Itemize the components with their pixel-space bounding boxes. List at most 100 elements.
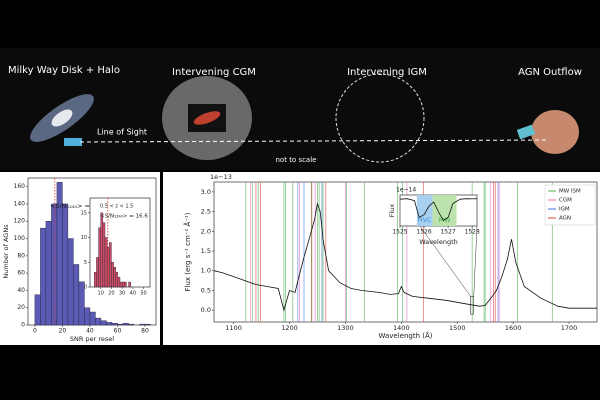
bar <box>139 323 146 326</box>
x-tick-label: 1200 <box>281 324 298 332</box>
x-tick-label: 10 <box>98 291 104 297</box>
bar <box>100 212 104 288</box>
note: not to scale <box>276 156 317 164</box>
y-tick-label: 3.0 <box>201 188 211 196</box>
bar <box>119 281 123 288</box>
bar <box>128 323 135 326</box>
y-tick-label: 2.0 <box>201 227 211 235</box>
bar <box>51 203 58 326</box>
y-axis-label: Flux <box>388 204 396 218</box>
x-tick-label: 30 <box>119 291 125 297</box>
x-tick-label: 1100 <box>225 324 242 332</box>
x-tick-label: 60 <box>114 328 122 335</box>
bar <box>84 307 91 326</box>
label: Intervening CGM <box>172 67 256 78</box>
bar <box>121 281 125 288</box>
region <box>432 195 457 226</box>
x-tick-label: 20 <box>59 328 67 335</box>
illustration: Milky Way Disk + Halo Intervening CGM In… <box>0 48 600 170</box>
region <box>416 195 433 226</box>
legend-label: IGM <box>559 207 570 213</box>
label: AGN Outflow <box>518 67 582 78</box>
y-tick-label: 0 <box>84 285 87 291</box>
bar <box>104 237 108 288</box>
agn-outflow <box>531 110 579 154</box>
y-tick-label: 0.5 <box>201 286 211 294</box>
bar <box>109 242 112 288</box>
y-tick-label: 60 <box>17 270 25 277</box>
x-tick-label: 40 <box>130 291 136 297</box>
bar <box>102 222 106 288</box>
x-tick-label: 1527 <box>440 229 455 236</box>
legend-label: MW ISM <box>559 189 581 195</box>
bar <box>40 227 47 326</box>
bar <box>100 320 107 326</box>
spectrum-line <box>399 198 478 221</box>
x-tick-label: 80 <box>141 328 149 335</box>
agn-source <box>516 124 536 140</box>
line-of-sight <box>79 139 549 143</box>
x-axis-label: Wavelength <box>419 238 458 246</box>
y-axis-label: Number of AGNs <box>2 224 10 279</box>
y-tick-label: 120 <box>14 218 26 225</box>
x-axis-label: Wavelength (Å) <box>378 331 432 340</box>
bar <box>94 271 97 288</box>
bar <box>106 322 113 326</box>
illustration-bg <box>0 48 600 170</box>
y-tick-label: 20 <box>17 304 25 311</box>
bar <box>96 257 99 288</box>
y-offset-label: 1e−14 <box>396 187 416 194</box>
y-tick-label: 100 <box>14 235 26 242</box>
x-tick-label: 1400 <box>393 324 410 332</box>
x-tick-label: 1500 <box>449 324 466 332</box>
label: Intervening IGM <box>347 67 427 78</box>
y-tick-label: 10 <box>81 235 87 241</box>
y-tick-label: 0 <box>21 322 25 329</box>
bar <box>111 323 118 326</box>
y-axis-label: Flux (erg s⁻¹ cm⁻² Å⁻¹) <box>183 212 192 291</box>
y-tick-label: 15 <box>81 210 87 216</box>
x-tick-label: 40 <box>86 328 94 335</box>
bar <box>89 311 96 326</box>
bar <box>98 227 101 288</box>
spectrum-line <box>213 202 597 312</box>
y-tick-label: 140 <box>14 200 26 207</box>
bar <box>62 203 69 326</box>
y-tick-label: 0.0 <box>201 306 211 314</box>
zoom-connector <box>419 225 471 297</box>
mean-label: <S/N₁₂₄₀> = 14.5 <box>50 202 107 210</box>
los-label: Line of Sight <box>97 128 147 137</box>
x-tick-label: 1525 <box>392 229 407 236</box>
y-tick-label: 40 <box>17 287 25 294</box>
legend-label: CGM <box>559 198 572 204</box>
bar <box>111 262 114 288</box>
bar <box>117 276 121 288</box>
milky-way <box>30 94 94 142</box>
cgm-galaxy-core <box>193 111 221 125</box>
x-tick-label: 20 <box>108 291 114 297</box>
igm-circle <box>335 73 425 163</box>
bar <box>117 323 124 326</box>
inset-title: 0.5 < z < 1.5 <box>100 204 133 210</box>
mean-label: <S/N₁₂₄₀> = 16.6 <box>100 214 148 220</box>
legend-label: AGN <box>559 216 571 222</box>
x-tick-label: 1526 <box>416 229 431 236</box>
bar <box>73 264 80 326</box>
bar <box>78 281 85 326</box>
region-label: MW <box>438 216 451 224</box>
region-label: HVC <box>418 216 432 224</box>
label: Milky Way Disk + Halo <box>8 65 120 76</box>
bar <box>45 221 52 326</box>
x-axis-label: SNR per resel <box>70 335 114 343</box>
x-tick-label: 0 <box>33 328 37 335</box>
y-tick-label: 160 <box>14 183 26 190</box>
plot-frame <box>213 181 598 323</box>
bar <box>34 294 41 326</box>
y-tick-label: 5 <box>84 260 87 266</box>
bar <box>122 323 129 326</box>
bar <box>115 271 119 288</box>
mw-marker <box>64 138 82 146</box>
x-tick-label: 1300 <box>337 324 354 332</box>
bar <box>124 281 127 288</box>
